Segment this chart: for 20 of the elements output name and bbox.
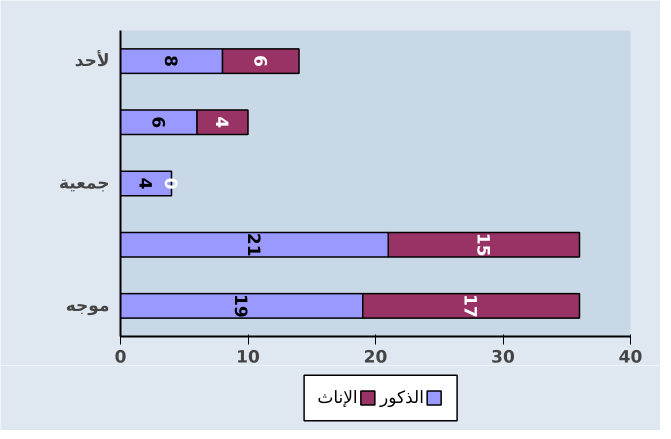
data-label: 17 (460, 294, 480, 318)
data-label: 0 (160, 178, 180, 190)
legend-label: الذكور (379, 388, 424, 408)
data-label: 6 (249, 55, 270, 68)
data-label: 4 (211, 116, 231, 128)
x-tick-label: 0 (114, 348, 127, 368)
x-tick-label: 30 (491, 348, 515, 368)
y-tick-label: لأحد (74, 49, 110, 72)
x-tick-label: 40 (618, 348, 642, 368)
x-tick-label: 10 (236, 348, 260, 368)
data-label: 21 (242, 232, 263, 257)
data-label: 4 (134, 178, 154, 190)
y-tick-label: موجه (66, 296, 110, 316)
y-tick-label: جمعية (59, 174, 110, 194)
data-label: 8 (160, 55, 180, 68)
data-label: 19 (230, 294, 250, 318)
data-label: 6 (147, 116, 168, 128)
legend-label: الإناث (317, 388, 358, 408)
data-label: 15 (472, 232, 492, 257)
x-tick-label: 20 (364, 348, 388, 368)
